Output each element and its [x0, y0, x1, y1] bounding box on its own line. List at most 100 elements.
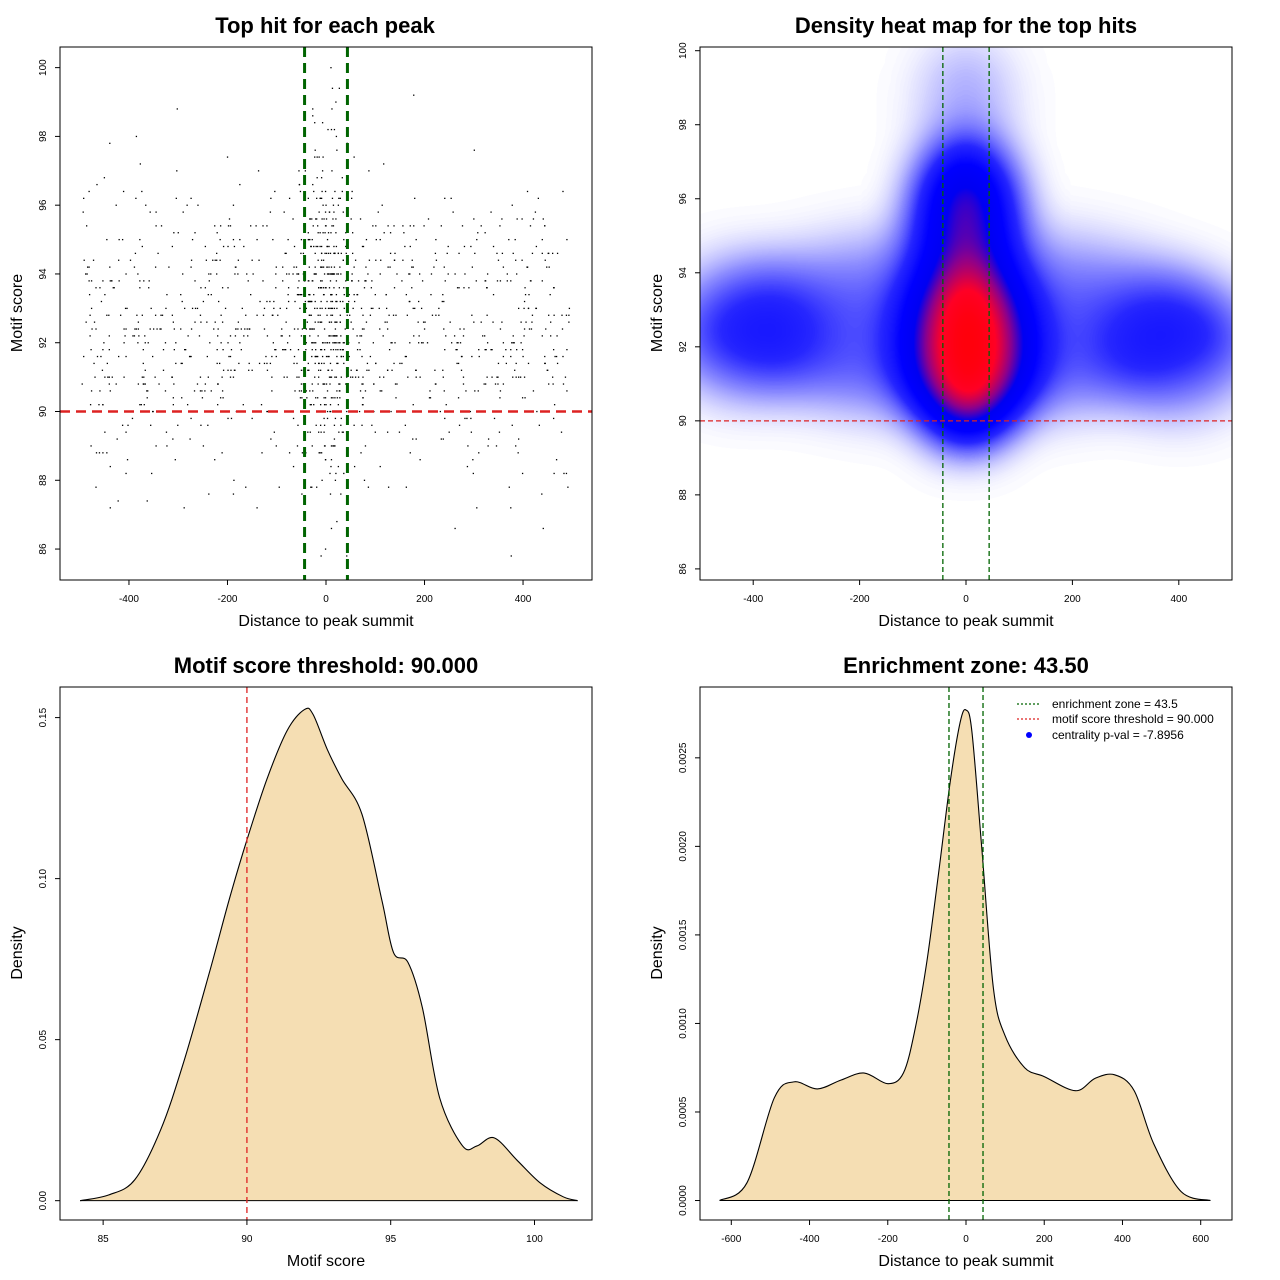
scatter-point [343, 472, 345, 475]
scatter-point [375, 238, 377, 241]
scatter-point [222, 369, 225, 371]
scatter-point [319, 452, 321, 454]
scatter-point [342, 259, 344, 261]
scatter-point [474, 390, 476, 392]
scatter-point [389, 252, 392, 255]
scatter-point [531, 252, 534, 255]
scatter-point [521, 397, 524, 399]
y-tick-label: 94 [38, 268, 49, 280]
axes: -400 -200 0 200 400 86 88 90 92 94 96 98 100 [38, 59, 532, 605]
scatter-point [102, 280, 104, 282]
scatter-point [295, 266, 298, 268]
scatter-point [330, 314, 332, 316]
scatter-point [553, 472, 555, 475]
scatter-point [219, 225, 222, 227]
scatter-point [554, 355, 556, 358]
scatter-point [328, 287, 331, 289]
scatter-point [281, 335, 283, 337]
scatter-point [125, 355, 127, 358]
scatter-point [260, 404, 263, 406]
scatter-point [285, 307, 288, 310]
scatter-point [247, 280, 249, 282]
scatter-point [409, 342, 411, 344]
scatter-point [275, 273, 277, 275]
scatter-point [361, 404, 364, 406]
scatter-point [562, 355, 564, 358]
scatter-point [274, 349, 276, 351]
scatter-point [544, 355, 546, 358]
scatter-point [171, 245, 174, 248]
scatter-point [285, 252, 287, 255]
scatter-point [144, 335, 146, 337]
scatter-point [365, 238, 368, 241]
scatter-point [331, 314, 334, 316]
scatter-point [517, 452, 519, 454]
scatter-point [118, 355, 120, 358]
scatter-point [288, 452, 291, 454]
scatter-point [319, 245, 321, 248]
scatter-point [521, 472, 524, 475]
scatter-point [365, 266, 367, 268]
scatter-point [475, 280, 477, 282]
scatter-point [175, 197, 177, 200]
scatter-point [329, 307, 331, 310]
scatter-point [342, 349, 344, 351]
scatter-point [326, 300, 328, 303]
scatter-point [333, 211, 335, 213]
scatter-point [470, 431, 473, 433]
scatter-point [118, 280, 120, 282]
scatter-point [143, 376, 145, 378]
scatter-point [189, 438, 191, 440]
scatter-point [252, 273, 254, 275]
scatter-point [233, 245, 236, 248]
x-tick-label: 200 [1036, 1234, 1053, 1245]
scatter-point [382, 335, 384, 337]
scatter-point [190, 355, 192, 358]
scatter-point [542, 218, 544, 220]
scatter-point [230, 369, 232, 371]
scatter-point [245, 486, 247, 488]
scatter-point [338, 87, 340, 89]
plot-frame [59, 686, 593, 1221]
scatter-point [311, 383, 313, 385]
scatter-point [528, 328, 531, 330]
scatter-point [546, 369, 548, 371]
reference-lines [948, 687, 984, 1220]
scatter-point [343, 238, 345, 241]
scatter-point [180, 293, 182, 296]
density-blob [926, 47, 1006, 163]
scatter-point [333, 438, 336, 440]
scatter-point [336, 307, 338, 310]
scatter-point [323, 397, 325, 399]
scatter-point [293, 355, 296, 358]
scatter-point [356, 293, 358, 296]
scatter-point [324, 190, 327, 193]
scatter-point [340, 273, 342, 275]
scatter-point [314, 307, 316, 310]
scatter-point [125, 273, 127, 275]
scatter-point [131, 417, 134, 420]
x-tick-label: -200 [850, 594, 870, 605]
scatter-point [375, 259, 377, 261]
scatter-point [329, 383, 331, 385]
scatter-point [471, 266, 473, 268]
chart-title: Density heat map for the top hits [795, 13, 1137, 38]
scatter-point [330, 266, 333, 268]
scatter-point [398, 431, 401, 433]
scatter-point [322, 266, 325, 268]
scatter-point [330, 397, 333, 399]
scatter-point [330, 307, 333, 310]
scatter-point [326, 342, 329, 344]
scatter-point [548, 266, 550, 268]
scatter-point [331, 369, 333, 371]
scatter-point [92, 259, 95, 261]
scatter-point [307, 232, 309, 234]
scatter-point [216, 252, 218, 255]
scatter-point [486, 314, 488, 316]
scatter-point [322, 156, 324, 158]
scatter-point [263, 362, 266, 365]
scatter-point [369, 314, 372, 316]
scatter-point [227, 245, 229, 248]
scatter-point [484, 335, 486, 337]
scatter-point [565, 314, 568, 316]
